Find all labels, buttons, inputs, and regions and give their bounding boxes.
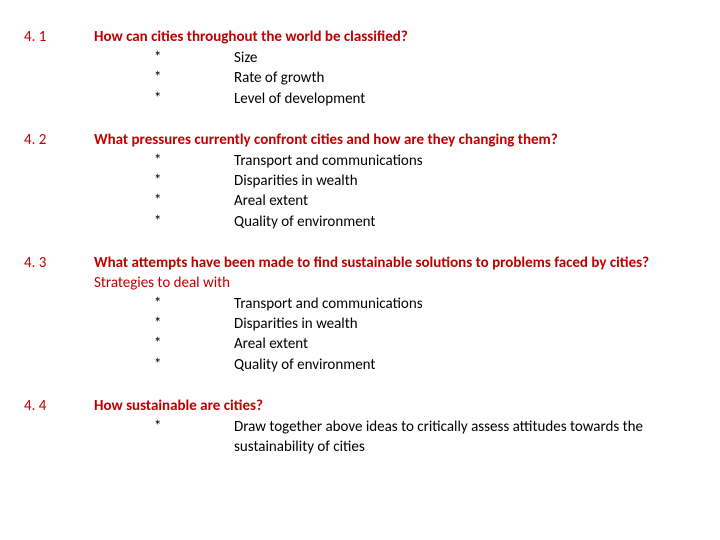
list-item: * Size — [94, 48, 696, 68]
bullet-text: Transport and communications — [234, 151, 696, 171]
list-item: * Rate of growth — [94, 68, 696, 88]
section-4-2: 4. 2 What pressures currently confront c… — [24, 131, 696, 232]
bullet-text: Areal extent — [234, 191, 696, 211]
section-question: How can cities throughout the world be c… — [94, 28, 696, 46]
bullet-marker: * — [154, 151, 174, 171]
list-item: * Transport and communications — [94, 294, 696, 314]
bullet-marker: * — [154, 171, 174, 191]
bullet-marker: * — [154, 314, 174, 334]
bullet-marker: * — [154, 294, 174, 314]
bullet-marker: * — [154, 48, 174, 68]
bullet-text: Size — [234, 48, 696, 68]
list-item: * Disparities in wealth — [94, 171, 696, 191]
list-item: * Level of development — [94, 89, 696, 109]
section-question: What pressures currently confront cities… — [94, 131, 696, 149]
bullet-text: Draw together above ideas to critically … — [234, 417, 696, 458]
list-item: * Draw together above ideas to criticall… — [94, 417, 696, 458]
bullet-marker: * — [154, 212, 174, 232]
section-question: What attempts have been made to find sus… — [94, 254, 696, 272]
section-4-4: 4. 4 How sustainable are cities? * Draw … — [24, 397, 696, 458]
bullet-marker: * — [154, 89, 174, 109]
section-body: What pressures currently confront cities… — [94, 131, 696, 232]
section-number: 4. 2 — [24, 131, 94, 149]
bullet-marker: * — [154, 191, 174, 211]
section-body: How sustainable are cities? * Draw toget… — [94, 397, 696, 458]
bullet-marker: * — [154, 334, 174, 354]
bullet-text: Quality of environment — [234, 212, 696, 232]
section-number: 4. 1 — [24, 28, 94, 46]
bullet-marker: * — [154, 417, 174, 458]
bullet-list: * Transport and communications * Dispari… — [94, 151, 696, 232]
bullet-marker: * — [154, 355, 174, 375]
list-item: * Areal extent — [94, 334, 696, 354]
list-item: * Disparities in wealth — [94, 314, 696, 334]
section-number: 4. 3 — [24, 254, 94, 272]
bullet-list: * Size * Rate of growth * Level of devel… — [94, 48, 696, 109]
bullet-list: * Draw together above ideas to criticall… — [94, 417, 696, 458]
bullet-marker: * — [154, 68, 174, 88]
section-4-1: 4. 1 How can cities throughout the world… — [24, 28, 696, 109]
section-body: What attempts have been made to find sus… — [94, 254, 696, 375]
page: 4. 1 How can cities throughout the world… — [0, 0, 720, 477]
bullet-list: * Transport and communications * Dispari… — [94, 294, 696, 375]
list-item: * Areal extent — [94, 191, 696, 211]
section-question: How sustainable are cities? — [94, 397, 696, 415]
bullet-text: Disparities in wealth — [234, 171, 696, 191]
list-item: * Quality of environment — [94, 212, 696, 232]
list-item: * Transport and communications — [94, 151, 696, 171]
section-number: 4. 4 — [24, 397, 94, 415]
bullet-text: Transport and communications — [234, 294, 696, 314]
list-item: * Quality of environment — [94, 355, 696, 375]
bullet-text: Level of development — [234, 89, 696, 109]
bullet-text: Rate of growth — [234, 68, 696, 88]
section-4-3: 4. 3 What attempts have been made to fin… — [24, 254, 696, 375]
bullet-text: Quality of environment — [234, 355, 696, 375]
section-body: How can cities throughout the world be c… — [94, 28, 696, 109]
bullet-text: Disparities in wealth — [234, 314, 696, 334]
bullet-text: Areal extent — [234, 334, 696, 354]
section-subheading: Strategies to deal with — [94, 274, 696, 292]
